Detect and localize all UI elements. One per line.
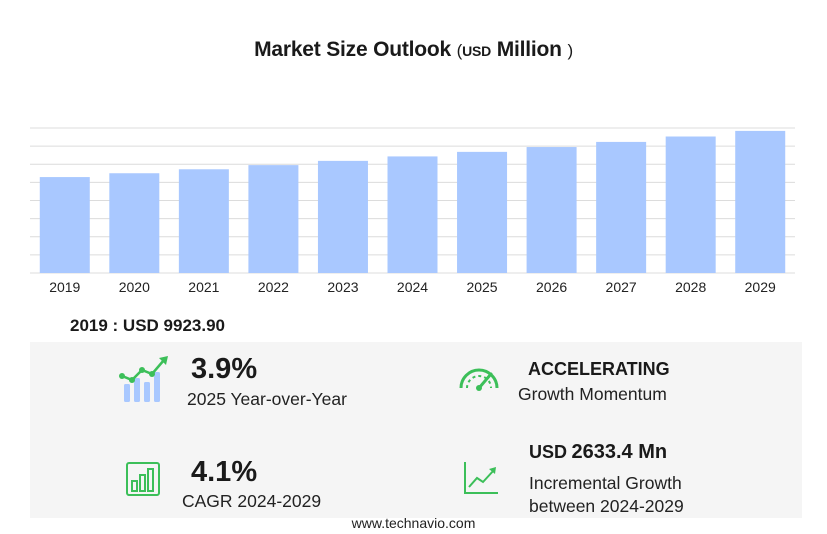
footer-url: www.technavio.com xyxy=(351,515,476,531)
bar-chart-trend-icon xyxy=(119,356,168,402)
title-open-paren: ( xyxy=(456,41,463,60)
title-main: Market Size Outlook xyxy=(254,38,451,61)
bar-chart-growth-icon xyxy=(126,462,160,496)
x-tick-label-2023: 2023 xyxy=(327,279,358,295)
x-tick-label-2021: 2021 xyxy=(188,279,219,295)
x-tick-label-2029: 2029 xyxy=(745,279,776,295)
x-tick-label-2024: 2024 xyxy=(397,279,428,295)
line-chart-up-icon xyxy=(464,462,498,494)
bar-2022 xyxy=(248,165,299,273)
incremental-caption-line1: Incremental Growth xyxy=(529,473,682,493)
title-close-paren: ) xyxy=(567,41,573,60)
bar-2027 xyxy=(596,141,647,273)
incremental-headline: USD 2633.4 Mn xyxy=(529,441,667,463)
x-tick-label-2025: 2025 xyxy=(466,279,497,295)
bar-2025 xyxy=(457,151,508,273)
bar-2026 xyxy=(526,147,577,273)
x-tick-label-2026: 2026 xyxy=(536,279,567,295)
momentum-caption: Growth Momentum xyxy=(518,384,667,404)
speedometer-icon xyxy=(459,368,499,391)
bar-2019 xyxy=(39,177,90,273)
momentum-heading: ACCELERATING xyxy=(528,359,670,379)
incremental-value: 2633.4 Mn xyxy=(571,441,668,463)
x-tick-label-2019: 2019 xyxy=(49,279,80,295)
title-unit-big: Million xyxy=(496,38,562,61)
x-tick-label-2028: 2028 xyxy=(675,279,706,295)
incremental-caption-line2: between 2024-2029 xyxy=(529,496,684,516)
x-tick-label-2020: 2020 xyxy=(119,279,150,295)
yoy-value: 3.9% xyxy=(191,353,258,385)
bar-2021 xyxy=(178,169,229,273)
bar-chart: 2019 2020 2021 2022 2023 2024 2025 2026 2027 2028… xyxy=(30,127,795,295)
title-unit-small: USD xyxy=(462,43,492,59)
x-tick-label-2027: 2027 xyxy=(606,279,637,295)
base-year-value: 2019 : USD 9923.90 xyxy=(70,316,225,335)
x-tick-label-2022: 2022 xyxy=(258,279,289,295)
cagr-value: 4.1% xyxy=(191,456,258,488)
bar-2028 xyxy=(665,136,716,273)
bar-2023 xyxy=(317,160,368,273)
bar-2024 xyxy=(387,156,438,273)
yoy-caption: 2025 Year-over-Year xyxy=(187,389,347,409)
cagr-caption: CAGR 2024-2029 xyxy=(182,491,322,511)
bar-2029 xyxy=(735,130,786,273)
chart-title: Market Size Outlook (USD Million ) xyxy=(0,38,827,62)
bar-2020 xyxy=(109,173,160,273)
incremental-prefix: USD xyxy=(529,442,568,462)
